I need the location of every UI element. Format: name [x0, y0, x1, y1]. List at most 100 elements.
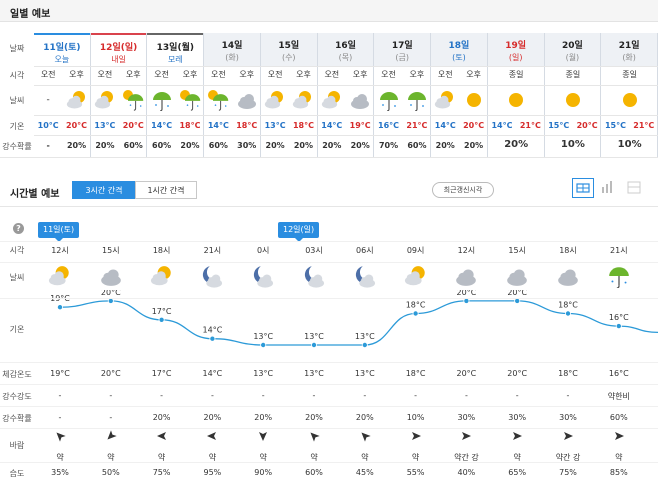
daily-date-header[interactable]: 15일 (수)	[260, 33, 317, 66]
sun-icon	[505, 89, 527, 111]
hourly-feels-temp: 13°C	[253, 369, 274, 378]
daily-date-header[interactable]: 21일 (화)	[601, 33, 657, 66]
hourly-wind-strength: 약간 강	[555, 453, 581, 462]
daily-period: 오전	[154, 70, 169, 79]
daily-date: 14일	[221, 41, 243, 51]
daily-column: 21일 (화) 종일 10% 15°C 21°C	[601, 33, 658, 158]
daily-period: 오후	[239, 70, 255, 79]
hourly-time: 15시	[508, 246, 526, 255]
daily-min-temp: 14°C	[434, 121, 456, 130]
hourly-time: 21시	[610, 246, 628, 255]
interval-3h-button[interactable]: 3시간 간격	[72, 181, 136, 199]
daily-date-header[interactable]: 16일 (목)	[317, 33, 374, 66]
wind-direction-icon	[345, 430, 385, 444]
daily-max-temp: 20°C	[463, 121, 485, 130]
daily-min-temp: 14°C	[151, 121, 173, 130]
hourly-feels-temp: 13°C	[304, 369, 324, 378]
help-icon[interactable]: ?	[13, 223, 24, 234]
daily-period: 오후	[125, 70, 141, 79]
daily-date-header[interactable]: 13일(월) 모레	[147, 33, 204, 66]
sun-cloud-icon	[434, 89, 456, 111]
hourly-humidity: 95%	[203, 468, 222, 477]
temperature-point	[361, 342, 368, 349]
daily-date: 19일	[505, 41, 527, 51]
daily-weekday: (금)	[395, 53, 410, 62]
daily-date-header[interactable]: 17일 (금)	[374, 33, 431, 66]
row-divider	[0, 462, 658, 463]
daily-period: 오전	[381, 70, 396, 79]
wind-direction-icon	[243, 430, 283, 444]
hourly-precip-intensity: -	[464, 391, 468, 400]
daily-date: 16일	[335, 41, 356, 51]
daily-period: 오전	[40, 70, 56, 79]
daily-precip-prob: 20%	[322, 141, 342, 150]
hourly-time: 09시	[406, 246, 425, 255]
daily-max-temp: 20°C	[122, 121, 144, 130]
daily-date: 11일(토)	[43, 43, 81, 53]
hourly-precip-prob: 10%	[406, 413, 425, 422]
wind-direction-icon	[446, 430, 486, 444]
hourly-feels-temp: 20°C	[456, 369, 477, 378]
daily-precip-prob: 20%	[66, 141, 87, 150]
daily-period: 종일	[622, 70, 637, 79]
row-divider	[34, 135, 658, 136]
hourly-precip-prob: -	[109, 413, 113, 422]
daily-precip-prob: 20%	[350, 141, 370, 150]
cloud-icon	[236, 89, 258, 111]
daily-precip-prob: 20%	[464, 141, 484, 150]
wind-direction-icon	[192, 430, 232, 444]
daily-date: 15일	[278, 41, 300, 51]
hourly-wind-strength: 약	[208, 453, 217, 462]
sun-umbrella-icon	[122, 89, 144, 111]
daily-date-header[interactable]: 14일 (화)	[204, 33, 260, 66]
row-divider	[0, 241, 658, 242]
daily-precip-prob: 20%	[293, 141, 314, 150]
moon-cloud-icon	[301, 264, 327, 288]
daily-date-header[interactable]: 12일(일) 내일	[90, 33, 147, 66]
daily-precip-prob: 30%	[237, 141, 257, 150]
daily-column: 14일 (화) 오전 60% 오후 30% 14°C 18°C	[204, 33, 261, 158]
hourly-precip-intensity: -	[160, 391, 164, 400]
row-divider	[34, 115, 658, 116]
refresh-time-button[interactable]: 최근갱신시각	[432, 182, 494, 198]
daily-label-precip: 강수확률	[2, 142, 32, 151]
table-view-icon[interactable]	[572, 178, 594, 198]
temperature-point	[158, 316, 165, 323]
hourly-label-wind: 바람	[9, 441, 25, 450]
hourly-precip-intensity: 약한비	[607, 392, 630, 401]
wind-direction-icon	[396, 430, 436, 444]
daily-date-header[interactable]: 18일 (토)	[431, 33, 487, 66]
bar-chart-view-icon[interactable]	[598, 178, 620, 198]
daily-date-header[interactable]: 19일 (일)	[487, 33, 544, 66]
daily-min-temp: 10°C	[37, 121, 59, 130]
wind-direction-icon	[599, 430, 639, 444]
hourly-label-intensity: 강수강도	[2, 392, 32, 401]
hourly-precip-intensity: -	[312, 391, 316, 400]
sun-cloud-icon	[264, 89, 286, 111]
daily-label-time: 시각	[9, 71, 25, 80]
temperature-label: 14°C	[203, 326, 223, 335]
hourly-precip-prob: 20%	[152, 413, 171, 422]
temperature-label: 20°C	[507, 290, 527, 297]
row-divider	[0, 298, 658, 299]
interval-1h-button[interactable]: 1시간 간격	[135, 181, 197, 199]
wind-direction-icon	[142, 430, 182, 444]
daily-date-header[interactable]: 20일 (월)	[544, 33, 601, 66]
daily-precip-prob: 20%	[265, 141, 285, 150]
temperature-point	[310, 342, 317, 349]
hourly-humidity: 40%	[457, 468, 476, 477]
temperature-label: 18°C	[558, 301, 578, 310]
grid-view-icon[interactable]	[624, 178, 646, 198]
wind-direction-icon	[548, 430, 588, 444]
hourly-precip-prob: 30%	[457, 413, 476, 422]
temperature-label: 13°C	[304, 332, 324, 341]
daily-date-header[interactable]: 11일(토) 오늘	[34, 33, 90, 66]
temperature-point	[514, 297, 521, 304]
hourly-precip-intensity: -	[261, 391, 265, 400]
hourly-feels-temp: 20°C	[507, 369, 528, 378]
temperature-point	[463, 297, 470, 304]
hourly-precip-prob: 20%	[305, 413, 323, 422]
row-divider	[0, 262, 658, 263]
sun-icon	[619, 89, 641, 111]
hourly-time: 0시	[256, 246, 270, 255]
